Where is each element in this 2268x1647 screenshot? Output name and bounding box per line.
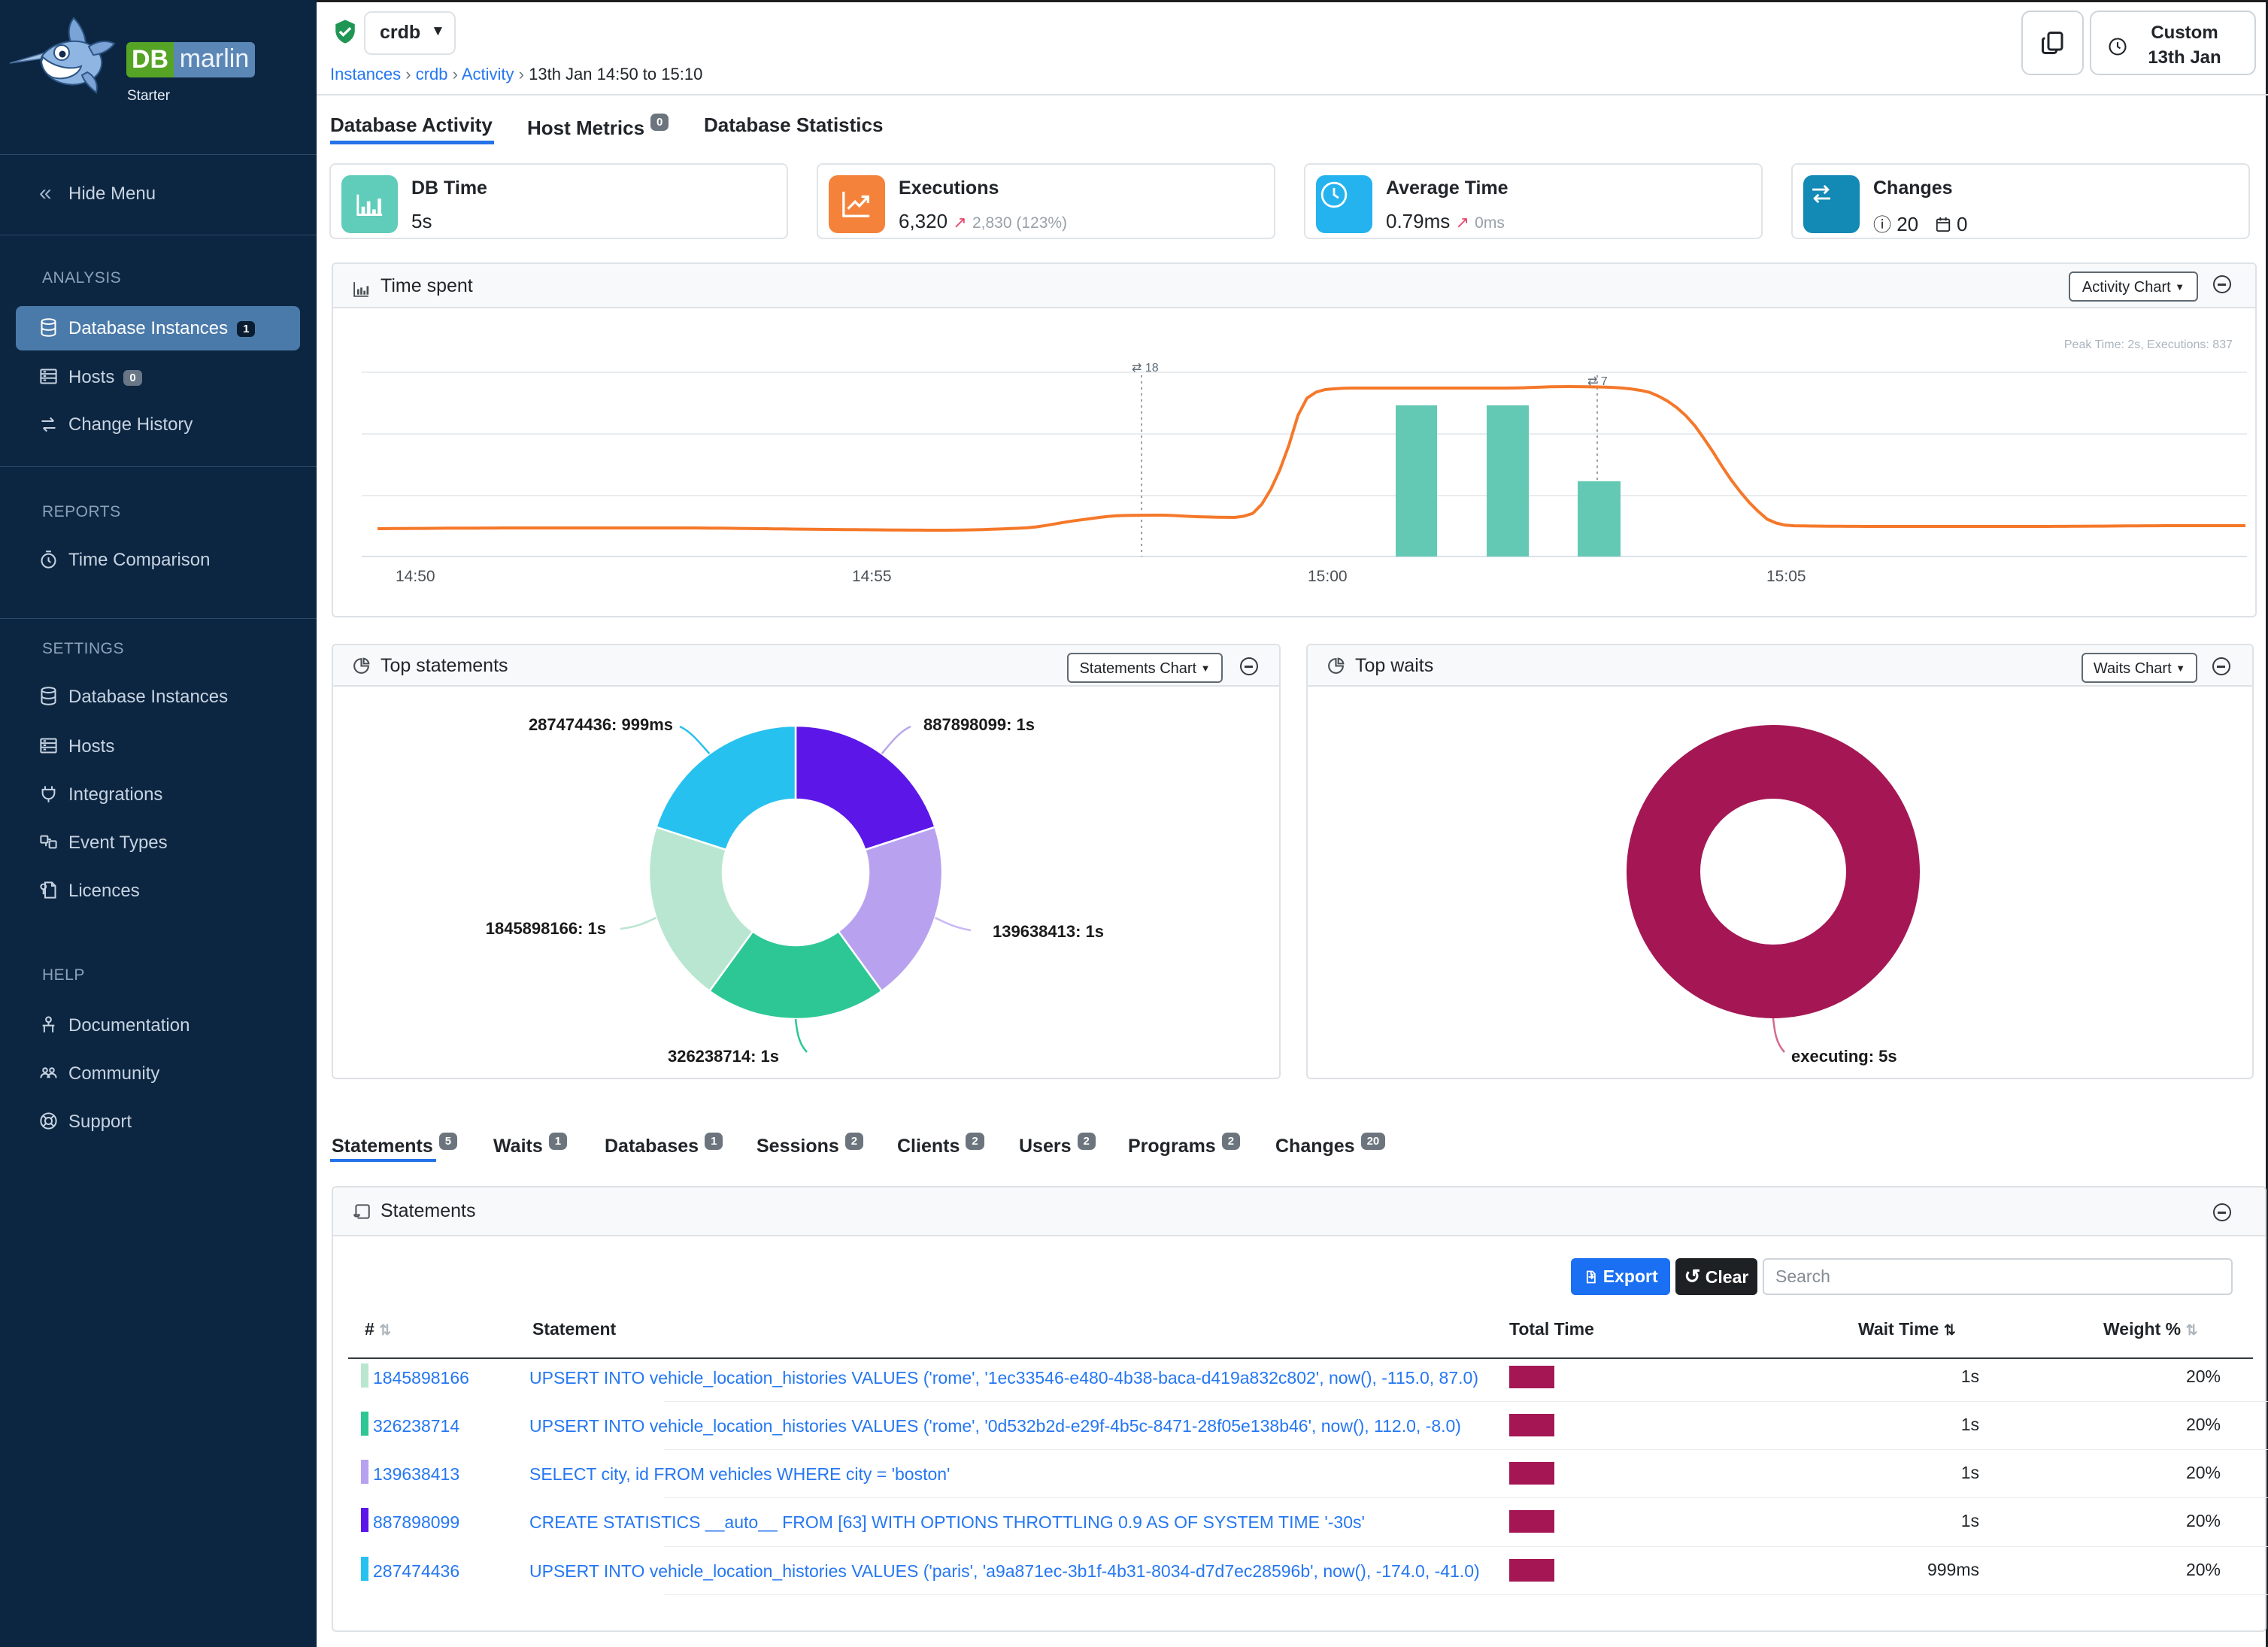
svg-text:287474436: 999ms: 287474436: 999ms	[529, 715, 673, 734]
svg-text:15:05: 15:05	[1766, 568, 1806, 585]
svg-text:executing: 5s: executing: 5s	[1791, 1047, 1897, 1066]
svg-text:326238714: 1s: 326238714: 1s	[668, 1047, 779, 1066]
svg-text:14:50: 14:50	[396, 568, 435, 585]
svg-text:1845898166: 1s: 1845898166: 1s	[486, 919, 606, 938]
svg-text:139638413: 1s: 139638413: 1s	[993, 922, 1104, 941]
svg-text:14:55: 14:55	[852, 568, 892, 585]
svg-text:Peak Time: 2s, Executions: 837: Peak Time: 2s, Executions: 837	[2064, 338, 2233, 351]
svg-text:887898099: 1s: 887898099: 1s	[923, 715, 1035, 734]
svg-text:15:00: 15:00	[1308, 568, 1348, 585]
svg-text:⇄ 18: ⇄ 18	[1132, 362, 1159, 375]
svg-text:⇄ 7: ⇄ 7	[1587, 375, 1608, 388]
